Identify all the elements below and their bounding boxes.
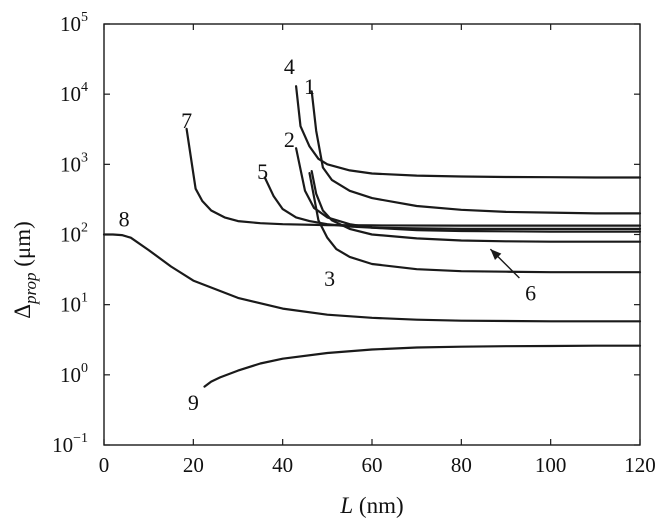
series-line-6 [310, 170, 642, 243]
series-line-1 [310, 90, 642, 215]
curve-label-5: 5 [257, 159, 268, 184]
x-tick-label: 20 [183, 453, 204, 477]
y-tick-label: 100 [60, 361, 88, 387]
curve-label-1: 1 [304, 74, 315, 99]
series-line-7 [185, 127, 642, 227]
curve-label-2: 2 [284, 127, 295, 152]
series-line-9 [203, 344, 642, 388]
x-axis-label: L (nm) [339, 493, 403, 518]
x-tick-label: 40 [272, 453, 293, 477]
curve-label-7: 7 [181, 108, 192, 133]
series-line-5 [263, 176, 642, 230]
x-tick-label: 60 [362, 453, 383, 477]
x-tick-label: 80 [451, 453, 472, 477]
x-tick-label: 120 [624, 453, 656, 477]
y-axis-label: Δprop (μm) [10, 221, 40, 319]
x-tick-label: 0 [99, 453, 110, 477]
axis-ticks: 0 20 40 60 80 100 120 10−1 100 101 102 103 104 105 [52, 10, 656, 477]
curve-label-8: 8 [119, 206, 130, 231]
series-line-8 [102, 233, 642, 323]
y-tick-label: 104 [60, 80, 88, 106]
curve-label-4: 4 [284, 54, 295, 79]
arrow-head [490, 249, 502, 261]
y-tick-label: 105 [60, 10, 88, 36]
y-tick-label: 101 [60, 291, 88, 317]
y-tick-label: 102 [60, 221, 88, 247]
curve-label-6: 6 [525, 280, 536, 305]
series-layer [102, 85, 642, 388]
y-tick-label: 103 [60, 150, 88, 176]
curve-label-9: 9 [188, 390, 199, 415]
series-line-4 [295, 85, 642, 179]
series-line-3 [308, 172, 642, 274]
x-tick-label: 100 [535, 453, 567, 477]
curve-labels: 1 2 3 4 5 6 7 8 9 [119, 54, 536, 415]
y-tick-label: 10−1 [52, 431, 88, 457]
curve-label-3: 3 [324, 266, 335, 291]
